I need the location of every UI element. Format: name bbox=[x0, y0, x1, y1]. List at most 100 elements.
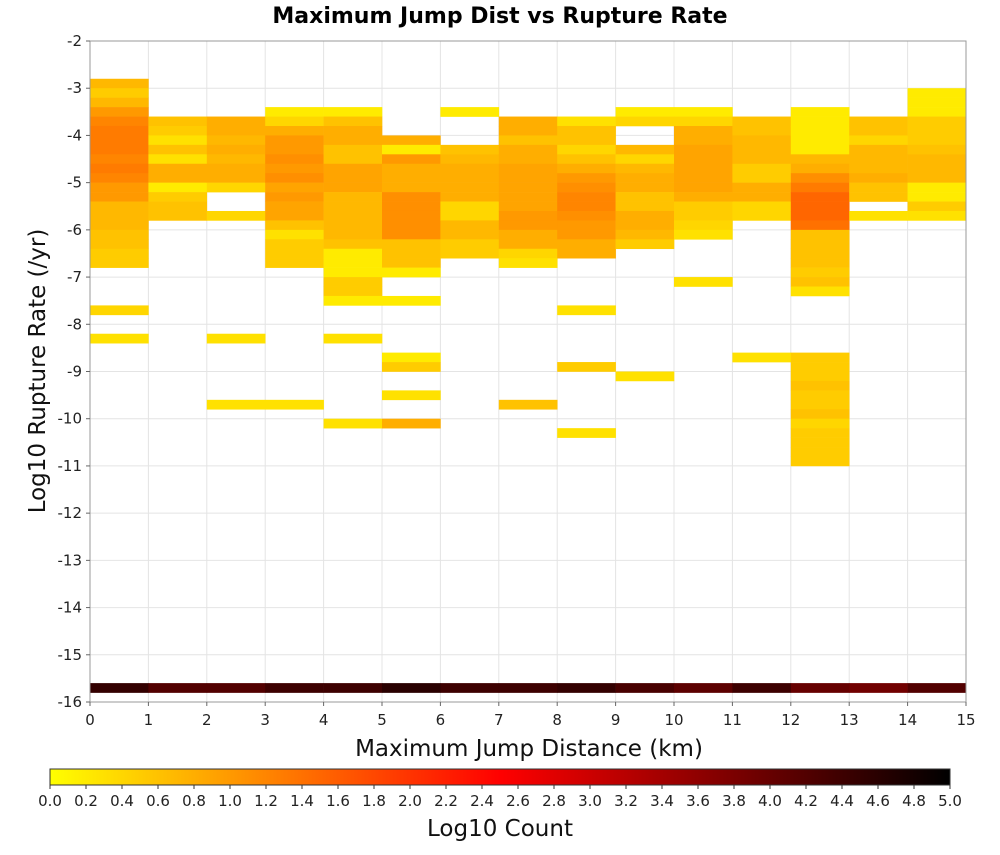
heatmap-cell bbox=[382, 144, 441, 155]
heatmap-cell bbox=[732, 135, 792, 146]
y-tick-label: -16 bbox=[58, 693, 83, 711]
heatmap-cell bbox=[90, 154, 149, 165]
heatmap-cell bbox=[674, 144, 733, 155]
heatmap-cell bbox=[206, 210, 266, 221]
heatmap-cell bbox=[440, 154, 500, 165]
heatmap-cell bbox=[90, 88, 149, 98]
heatmap-cell bbox=[382, 295, 441, 306]
heatmap-cell bbox=[382, 267, 441, 278]
heatmap-cell bbox=[498, 201, 558, 212]
heatmap-cell bbox=[498, 258, 558, 268]
heatmap-cell bbox=[790, 229, 850, 240]
heatmap-cell bbox=[790, 456, 850, 467]
x-tick-label: 9 bbox=[611, 711, 621, 729]
heatmap-cell bbox=[148, 135, 208, 146]
heatmap-cell bbox=[382, 192, 441, 202]
heatmap-cell bbox=[265, 683, 324, 693]
heatmap-cell bbox=[674, 107, 733, 117]
heatmap-cell bbox=[382, 362, 441, 372]
heatmap-cell bbox=[206, 125, 266, 136]
colorbar-tick-label: 3.6 bbox=[686, 792, 710, 810]
heatmap-cell bbox=[323, 229, 383, 240]
heatmap-cell bbox=[148, 182, 208, 193]
colorbar-tick-label: 3.0 bbox=[578, 792, 602, 810]
heatmap-cell bbox=[206, 399, 266, 410]
heatmap-cell bbox=[849, 135, 908, 146]
heatmap-cell bbox=[90, 210, 149, 221]
heatmap-cell bbox=[323, 173, 383, 183]
y-tick-label: -8 bbox=[67, 315, 82, 333]
heatmap-cell bbox=[90, 78, 149, 89]
x-tick-label: 1 bbox=[144, 711, 154, 729]
heatmap-cell bbox=[323, 201, 383, 212]
colorbar-tick-label: 1.8 bbox=[362, 792, 386, 810]
heatmap-cell bbox=[265, 201, 324, 212]
heatmap-cell bbox=[557, 192, 616, 202]
heatmap-cell bbox=[557, 163, 616, 174]
colorbar-tick-label: 0.6 bbox=[146, 792, 170, 810]
x-tick-label: 4 bbox=[319, 711, 329, 729]
heatmap-cell bbox=[498, 229, 558, 240]
heatmap-cell bbox=[674, 277, 733, 287]
heatmap-cell bbox=[907, 173, 967, 183]
heatmap-cell bbox=[323, 258, 383, 268]
heatmap-cell bbox=[90, 182, 149, 193]
heatmap-cell bbox=[323, 163, 383, 174]
heatmap-cell bbox=[790, 277, 850, 287]
heatmap-cell bbox=[790, 428, 850, 438]
heatmap-cell bbox=[382, 173, 441, 183]
y-tick-label: -2 bbox=[67, 32, 82, 50]
heatmap-cell bbox=[732, 173, 792, 183]
x-tick-label: 13 bbox=[840, 711, 859, 729]
heatmap-cell bbox=[557, 229, 616, 240]
heatmap-cell bbox=[615, 173, 675, 183]
heatmap-cell bbox=[557, 683, 616, 693]
heatmap-cell bbox=[498, 135, 558, 146]
heatmap-cell bbox=[90, 163, 149, 174]
heatmap-cell bbox=[206, 135, 266, 146]
heatmap-cell bbox=[148, 116, 208, 127]
colorbar-tick-label: 1.4 bbox=[290, 792, 314, 810]
y-tick-label: -9 bbox=[67, 363, 82, 381]
heatmap-cell bbox=[90, 333, 149, 344]
heatmap-cell bbox=[148, 173, 208, 183]
heatmap-cell bbox=[323, 107, 383, 117]
heatmap-cell bbox=[382, 182, 441, 193]
colorbar-tick-label: 3.4 bbox=[650, 792, 674, 810]
heatmap-cell bbox=[790, 182, 850, 193]
heatmap-cell bbox=[790, 380, 850, 391]
y-tick-label: -11 bbox=[58, 457, 83, 475]
heatmap-cell bbox=[323, 333, 383, 344]
heatmap-cell bbox=[265, 248, 324, 259]
heatmap-cell bbox=[790, 154, 850, 165]
heatmap-cell bbox=[907, 97, 967, 108]
heatmap-cell bbox=[498, 163, 558, 174]
heatmap-cell bbox=[557, 220, 616, 231]
heatmap-cell bbox=[790, 192, 850, 202]
heatmap-cell bbox=[674, 201, 733, 212]
heatmap-cell bbox=[907, 683, 967, 693]
heatmap-cell bbox=[323, 220, 383, 231]
heatmap-cell bbox=[498, 116, 558, 127]
colorbar-tick-label: 1.6 bbox=[326, 792, 350, 810]
heatmap-cell bbox=[323, 154, 383, 165]
y-tick-label: -4 bbox=[67, 126, 82, 144]
heatmap-cell bbox=[206, 683, 266, 693]
colorbar-tick-label: 0.8 bbox=[182, 792, 206, 810]
heatmap-cell bbox=[323, 295, 383, 306]
heatmap-cell bbox=[382, 220, 441, 231]
heatmap-cell bbox=[206, 333, 266, 344]
heatmap-cell bbox=[557, 154, 616, 165]
heatmap-cell bbox=[790, 116, 850, 127]
heatmap-cell bbox=[674, 116, 733, 127]
heatmap-cell bbox=[790, 163, 850, 174]
y-tick-label: -10 bbox=[58, 410, 83, 428]
heatmap-cell bbox=[732, 125, 792, 136]
heatmap-cell bbox=[790, 371, 850, 382]
heatmap-cell bbox=[615, 201, 675, 212]
heatmap-cell bbox=[323, 277, 383, 287]
y-axis-ticks: -2 -3 -4 -5 -6 -7 -8 -9 -10 -11 -12 -13 -14 -15 -16 bbox=[58, 32, 90, 711]
heatmap-cell bbox=[440, 192, 500, 202]
heatmap-cell bbox=[615, 182, 675, 193]
heatmap-cell bbox=[790, 201, 850, 212]
